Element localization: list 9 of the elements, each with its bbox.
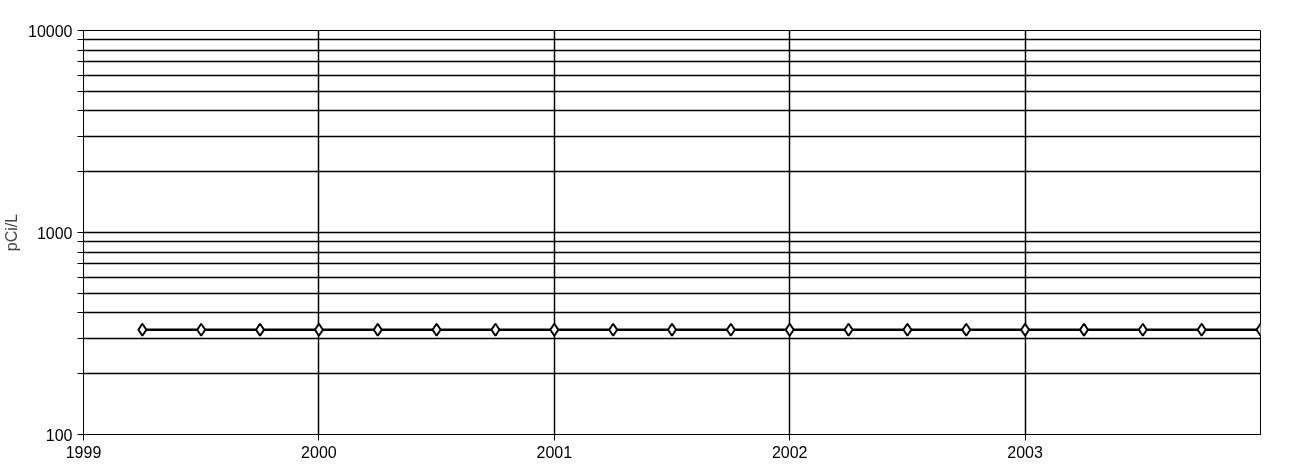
- x-tick-label: 2000: [301, 443, 337, 461]
- y-tick-label: 1000: [36, 224, 73, 242]
- y-tick-label: 10000: [28, 22, 73, 40]
- x-tick-label: 2002: [771, 443, 808, 461]
- x-tick-label: 2001: [536, 443, 573, 461]
- x-tick-label: 2003: [1007, 443, 1043, 461]
- y-axis-title: pCi/L: [3, 213, 21, 252]
- y-tick-label: 100: [45, 426, 73, 444]
- x-tick-label: 1999: [65, 443, 102, 461]
